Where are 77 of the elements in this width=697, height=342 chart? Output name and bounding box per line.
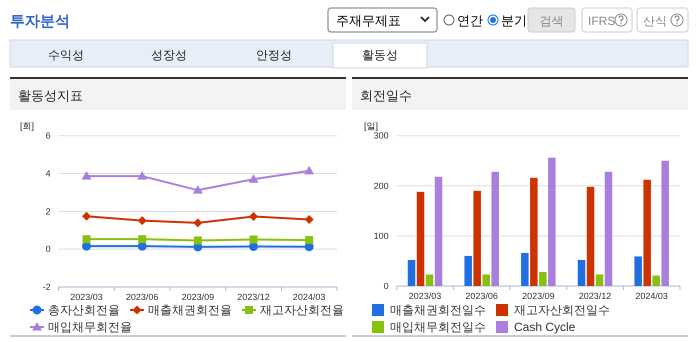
x-tick-label: 2023/06 [126, 292, 158, 302]
point [194, 236, 202, 244]
bar [661, 160, 669, 286]
legend-label: 매출채권회전율 [148, 303, 232, 317]
y-tick-label: 6 [46, 130, 51, 141]
bar [643, 180, 651, 286]
bar [530, 178, 538, 286]
bar [521, 252, 529, 286]
legend-label: 재고자산회전일수 [514, 303, 610, 317]
legend-label: 매입채무회전율 [48, 320, 132, 334]
point [248, 174, 259, 183]
y-tick-label: 0 [46, 244, 51, 254]
legend-label: 매출채권회전일수 [390, 303, 486, 317]
x-tick-label: 2023/12 [578, 291, 612, 301]
text: 산식 [643, 14, 667, 28]
point [192, 185, 203, 194]
bar [586, 186, 594, 286]
point [138, 216, 147, 226]
point [249, 212, 258, 221]
bar [548, 158, 556, 286]
bar [434, 176, 442, 286]
text: 주재무제표 [336, 13, 401, 28]
y-axis-title: [회] [20, 121, 34, 131]
x-tick-label: 2024/03 [635, 291, 668, 301]
bar [578, 260, 586, 286]
x-tick-label: 2023/09 [182, 292, 214, 302]
text: 투자분석 [10, 13, 70, 30]
point [304, 214, 314, 224]
x-tick-label: 2023/09 [522, 291, 555, 301]
point [193, 218, 202, 228]
y-tick-label: 0 [384, 281, 389, 291]
legend-label: 매입채무회전일수 [390, 320, 486, 334]
bar [426, 274, 434, 286]
x-tick-label: 2024/03 [292, 292, 326, 302]
point [138, 235, 146, 244]
bar [491, 172, 499, 286]
chart-title: 활동성지표 [18, 88, 83, 103]
x-tick-label: 2023/06 [465, 291, 498, 301]
y-tick-label: 100 [374, 230, 389, 241]
bar [408, 260, 416, 286]
point [82, 171, 92, 180]
text: 성장성 [151, 48, 187, 62]
y-tick-label: 4 [46, 168, 51, 179]
text: 수익성 [48, 48, 84, 62]
point [82, 235, 91, 244]
bar [416, 192, 424, 286]
point [82, 212, 92, 221]
bar [539, 272, 547, 286]
text: 검색 [540, 14, 564, 28]
bar [473, 190, 481, 286]
bar [464, 256, 472, 286]
y-axis-title: [일] [364, 121, 378, 131]
text: 활동성 [362, 48, 398, 62]
bar [652, 275, 660, 286]
x-tick-label: 2023/03 [408, 291, 442, 301]
y-tick-label: 2 [46, 206, 51, 216]
point [250, 236, 258, 244]
bar [634, 256, 642, 286]
y-tick-label: 200 [374, 180, 389, 191]
bar [596, 274, 604, 286]
text: 연간 [457, 13, 483, 28]
point [137, 171, 148, 180]
x-tick-label: 2023/12 [237, 292, 270, 302]
legend-label: 재고자산회전율 [260, 303, 344, 317]
y-tick-label: 300 [374, 130, 389, 141]
legend-label: Cash Cycle [514, 320, 576, 334]
y-tick-label: -2 [42, 282, 51, 292]
text: 안정성 [256, 48, 292, 62]
bar [482, 274, 490, 286]
legend-label: 총자산회전율 [48, 303, 120, 317]
text: IFRS [588, 14, 616, 28]
point [305, 236, 314, 244]
point [304, 166, 314, 174]
bar [604, 172, 612, 286]
text: 분기 [501, 13, 527, 28]
x-tick-label: 2023/03 [70, 292, 103, 302]
chart-title: 회전일수 [360, 88, 412, 103]
